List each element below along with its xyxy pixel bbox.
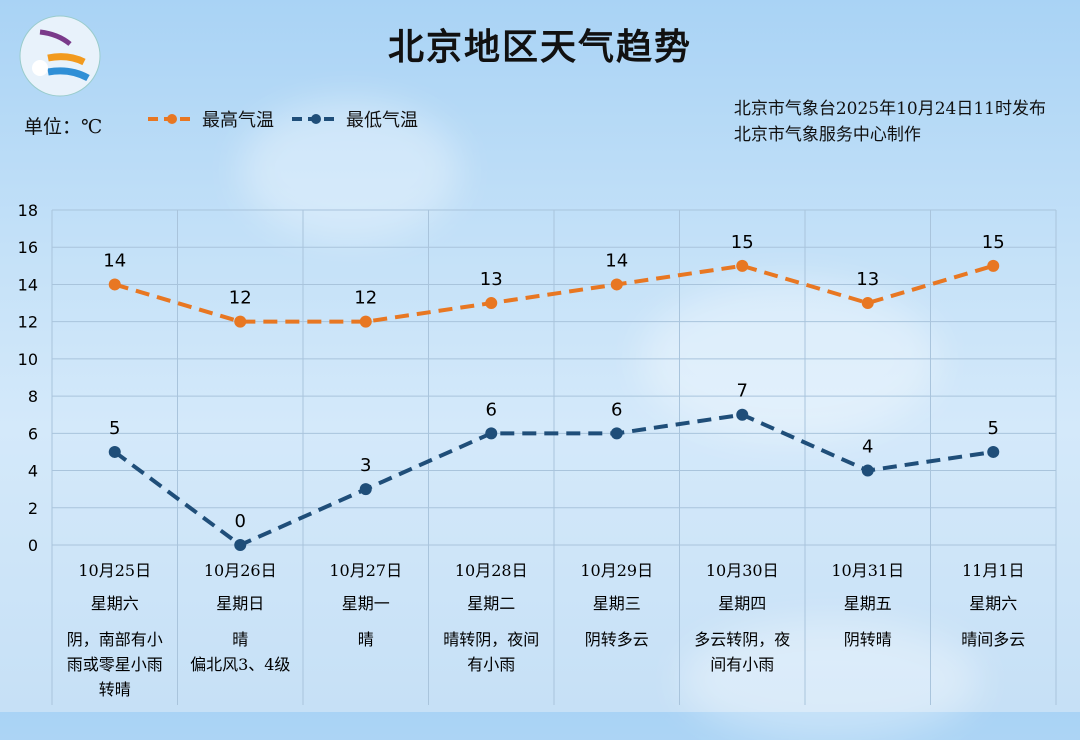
data-label: 3	[360, 455, 371, 476]
legend-high-line-icon	[148, 114, 196, 124]
data-label: 5	[109, 418, 120, 439]
data-label: 5	[988, 418, 999, 439]
x-date-label: 10月28日	[455, 561, 528, 580]
legend-low-label: 最低气温	[346, 110, 418, 131]
data-label: 14	[605, 250, 628, 271]
y-tick-label: 6	[28, 424, 38, 443]
x-weekday-label: 星期二	[467, 594, 515, 613]
y-tick-label: 16	[18, 238, 38, 257]
data-point	[485, 427, 498, 440]
weather-desc: 阴转多云	[585, 630, 649, 649]
data-point	[736, 408, 749, 421]
x-date-label: 11月1日	[962, 561, 1025, 580]
data-label: 12	[354, 288, 377, 309]
data-point	[359, 483, 372, 496]
data-point	[108, 278, 121, 291]
x-weekday-label: 星期六	[91, 594, 139, 613]
data-point	[234, 539, 247, 551]
legend-item-high: 最高气温	[146, 106, 274, 132]
data-label: 14	[103, 250, 126, 271]
data-label: 6	[611, 399, 622, 420]
x-date-label: 10月30日	[706, 561, 779, 580]
data-label: 13	[480, 269, 503, 290]
data-label: 7	[737, 381, 748, 402]
x-weekday-label: 星期日	[216, 594, 264, 613]
x-date-label: 10月29日	[580, 561, 653, 580]
chart: 02468101214161810月25日星期六阴，南部有小雨或零星小雨转晴10…	[18, 201, 1057, 705]
y-tick-label: 8	[28, 387, 38, 406]
data-label: 6	[486, 399, 497, 420]
page-title: 北京地区天气趋势	[387, 26, 692, 68]
weather-desc: 阴，南部有小	[67, 630, 163, 649]
publisher-info: 北京市气象台2025年10月24日11时发布 北京市气象服务中心制作	[734, 96, 1046, 148]
weather-desc: 晴间多云	[961, 630, 1025, 649]
data-point	[610, 427, 623, 440]
data-label: 15	[731, 232, 754, 253]
data-point	[736, 259, 749, 272]
data-label: 4	[862, 437, 873, 458]
data-label: 12	[229, 288, 252, 309]
x-weekday-label: 星期五	[844, 594, 892, 613]
publisher-line1: 北京市气象台2025年10月24日11时发布	[733, 99, 1046, 119]
weather-desc: 晴	[358, 630, 374, 649]
legend: 最高气温 最低气温	[146, 106, 434, 132]
y-tick-label: 2	[28, 499, 38, 518]
data-point	[861, 464, 874, 477]
y-tick-label: 10	[18, 350, 38, 369]
data-point	[861, 297, 874, 310]
y-tick-label: 4	[28, 462, 38, 481]
weather-desc: 偏北风3、4级	[190, 655, 290, 674]
data-label: 0	[235, 511, 246, 532]
x-date-label: 10月27日	[329, 561, 402, 580]
y-tick-label: 14	[18, 275, 38, 294]
data-point	[485, 297, 498, 310]
series-line-high	[114, 263, 994, 324]
x-weekday-label: 星期一	[342, 594, 390, 613]
data-point	[987, 445, 1000, 458]
data-point	[359, 315, 372, 328]
weather-desc: 晴	[232, 630, 248, 649]
weather-desc: 间有小雨	[710, 655, 774, 674]
weather-desc: 多云转阴，夜	[694, 630, 790, 649]
data-point	[108, 445, 121, 458]
data-point	[234, 315, 247, 328]
y-tick-label: 18	[18, 201, 38, 220]
y-tick-label: 12	[18, 313, 38, 332]
unit-label: 单位：℃	[24, 116, 103, 138]
data-label: 13	[856, 269, 879, 290]
x-weekday-label: 星期四	[718, 594, 766, 613]
data-point	[610, 278, 623, 291]
data-label: 15	[982, 232, 1005, 253]
legend-high-label: 最高气温	[202, 110, 274, 131]
logo	[19, 15, 101, 97]
weather-desc: 阴转晴	[844, 630, 892, 649]
legend-item-low: 最低气温	[290, 106, 418, 132]
publisher-line2: 北京市气象服务中心制作	[733, 125, 921, 145]
weather-desc: 雨或零星小雨	[67, 655, 163, 674]
x-date-label: 10月25日	[78, 561, 151, 580]
x-weekday-label: 星期三	[593, 594, 641, 613]
weather-desc: 晴转阴，夜间	[443, 630, 539, 649]
series-line-low	[113, 412, 994, 548]
data-point	[987, 259, 1000, 272]
weather-desc: 转晴	[99, 680, 131, 699]
weather-desc: 有小雨	[467, 655, 515, 674]
legend-low-line-icon	[292, 114, 340, 124]
y-tick-label: 0	[28, 536, 38, 555]
x-date-label: 10月31日	[831, 561, 904, 580]
x-weekday-label: 星期六	[969, 594, 1017, 613]
x-date-label: 10月26日	[204, 561, 277, 580]
